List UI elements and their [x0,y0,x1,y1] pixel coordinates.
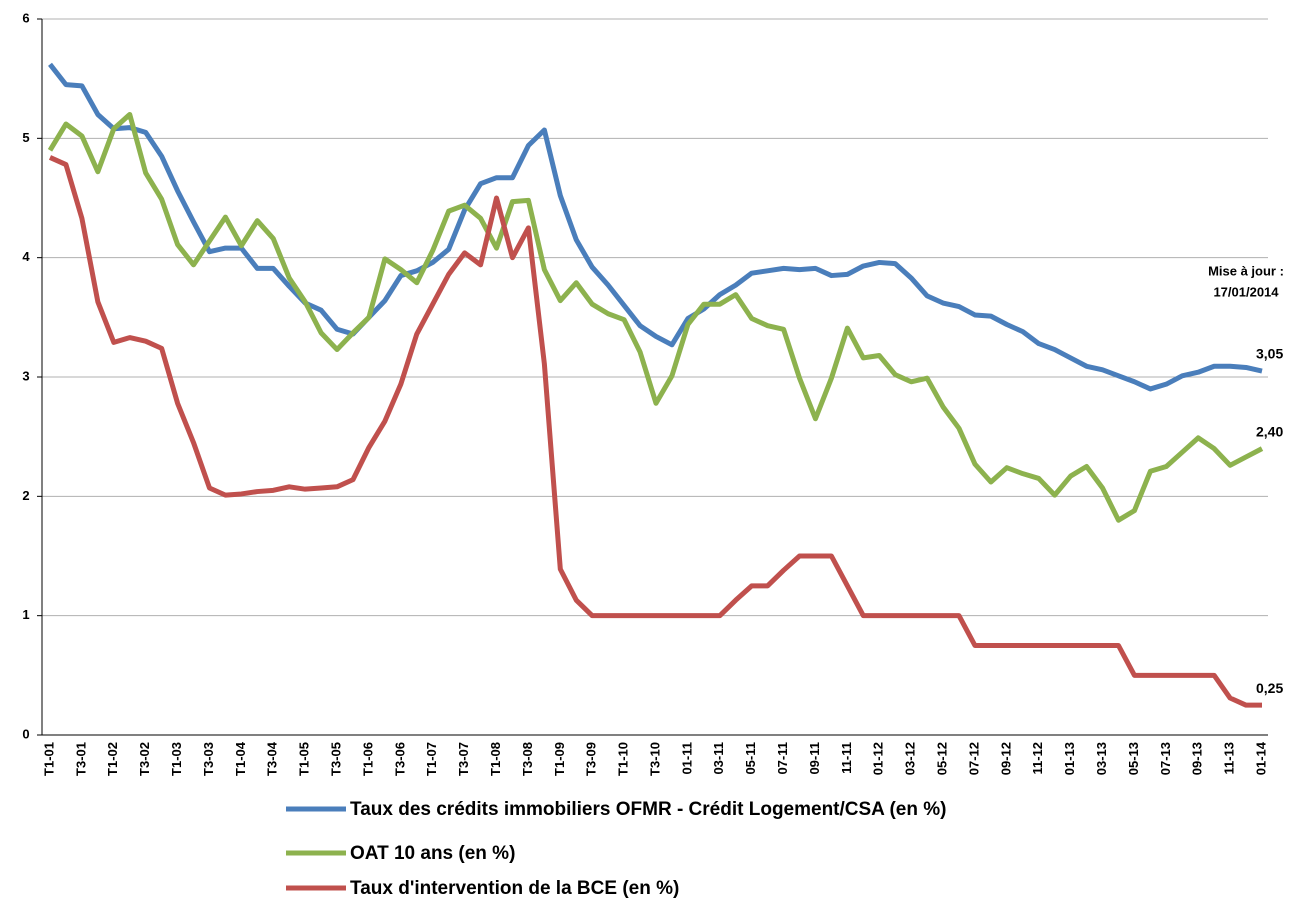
y-tick-label: 2 [22,488,29,503]
series-line [47,111,1264,523]
data-label: 3,05 [1256,346,1283,362]
x-tick-label: T1-07 [424,742,439,776]
annotation: Mise à jour : [1208,263,1284,278]
x-tick-label: T3-10 [647,742,662,776]
series-line [48,155,1262,708]
y-tick-label: 1 [22,607,29,622]
x-tick-label: 03-12 [903,742,918,775]
x-tick-label: 07-13 [1158,742,1173,775]
x-tick-label: T1-06 [360,742,375,776]
annotation: 17/01/2014 [1213,284,1279,299]
x-tick-label: T3-01 [73,742,88,776]
x-tick-label: 07-11 [775,742,790,775]
x-tick-label: 11-12 [1030,742,1045,775]
data-label: 0,25 [1256,680,1283,696]
x-tick-label: T3-04 [265,741,280,776]
x-tick-label: 11-11 [839,742,854,774]
x-tick-label: T3-07 [456,742,471,776]
x-tick-label: T1-02 [105,742,120,776]
x-tick-label: T1-09 [552,742,567,776]
x-tick-label: 09-13 [1190,742,1205,775]
x-tick-label: T3-08 [520,742,535,776]
x-tick-label: 05-11 [743,742,758,775]
x-tick-label: 01-14 [1253,741,1268,775]
x-tick-label: T1-05 [297,742,312,776]
x-tick-label: T3-06 [392,742,407,776]
series-line [48,62,1263,392]
x-tick-label: T3-03 [201,742,216,776]
x-tick-label: T3-02 [137,742,152,776]
data-label: 2,40 [1256,423,1283,439]
x-tick-label: T1-04 [233,741,248,776]
x-tick-label: 01-12 [871,742,886,775]
legend-label: Taux des crédits immobiliers OFMR - Créd… [350,799,946,820]
y-tick-label: 4 [22,249,30,264]
x-tick-label: 05-13 [1126,742,1141,775]
x-tick-label: 09-12 [998,742,1013,775]
x-tick-label: 01-11 [679,742,694,775]
x-tick-label: T1-10 [616,742,631,776]
x-tick-label: 05-12 [934,742,949,775]
x-tick-label: 01-13 [1062,742,1077,775]
x-tick-label: T3-05 [328,742,343,776]
legend-label: Taux d'intervention de la BCE (en %) [350,878,679,899]
x-tick-label: 03-13 [1094,742,1109,775]
x-tick-label: 03-11 [711,742,726,775]
y-tick-label: 6 [22,10,29,25]
x-tick-label: T1-03 [169,742,184,776]
x-tick-label: 07-12 [966,742,981,775]
x-tick-label: T3-09 [584,742,599,776]
y-tick-label: 5 [22,130,29,145]
legend-label: OAT 10 ans (en %) [350,843,515,864]
y-tick-label: 0 [22,726,29,741]
grid [37,18,1268,736]
x-tick-label: 09-11 [807,742,822,775]
y-tick-label: 3 [22,368,29,383]
x-tick-label: T1-01 [41,742,56,776]
x-tick-label: 11-13 [1222,742,1237,775]
x-tick-label: T1-08 [488,742,503,776]
plot: 3,05 2,40 0,25 [47,62,1283,708]
